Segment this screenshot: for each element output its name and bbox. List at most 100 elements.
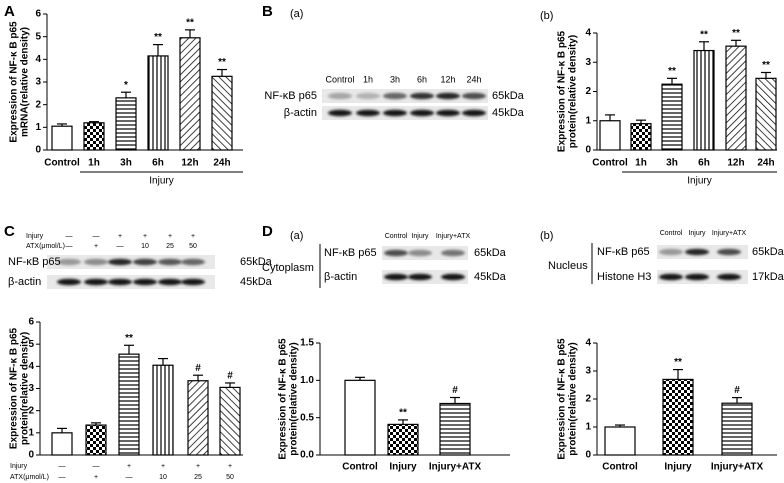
bar	[755, 77, 777, 151]
x-tick-label: Control	[342, 462, 378, 473]
blot-band	[717, 273, 741, 281]
blot-band	[133, 258, 157, 266]
blot-band	[384, 249, 408, 257]
y-tick-label: 3	[585, 57, 591, 68]
table-cell: +	[127, 463, 131, 470]
header-cell: —	[117, 243, 124, 250]
table-cell: 25	[194, 474, 202, 481]
x-tick-label: 3h	[666, 158, 678, 169]
significance-label: **	[218, 57, 226, 68]
size-label: 65kDa	[492, 90, 525, 102]
table-cell: —	[126, 474, 133, 481]
y-tick-label: 4	[585, 338, 591, 349]
blot-band	[685, 273, 709, 281]
x-tick-label: 6h	[698, 158, 710, 169]
bar	[661, 83, 683, 151]
header-cell: —	[93, 233, 100, 240]
lane-label: 6h	[417, 74, 427, 84]
blot-band	[158, 258, 182, 266]
header-cell: +	[118, 233, 122, 240]
lane-label: Injury+ATX	[436, 233, 471, 240]
bar	[387, 423, 419, 456]
y-tick-label: 4	[28, 361, 34, 372]
significance-label: **	[668, 66, 676, 77]
y-tick-label: 5	[35, 31, 41, 42]
table-cell: —	[59, 463, 66, 470]
bar	[147, 55, 169, 151]
subpanel-label: (b)	[540, 230, 553, 242]
blot-band	[462, 92, 486, 100]
header-cell: —	[66, 243, 73, 250]
protein-label: Histone H3	[597, 271, 651, 283]
significance-label: #	[227, 371, 233, 382]
lane-label: Control	[660, 230, 683, 237]
lane-label: 3h	[390, 74, 400, 84]
x-tick-label: 6h	[152, 158, 164, 169]
bar	[115, 97, 137, 151]
size-label: 45kDa	[474, 271, 507, 283]
x-tick-label: 12h	[727, 158, 744, 169]
significance-label: **	[674, 357, 682, 368]
blot-band	[57, 258, 81, 266]
size-label: 17kDa	[752, 271, 784, 283]
y-tick-label: 0	[585, 145, 591, 156]
blot-band	[356, 92, 380, 100]
x-tick-label: 1h	[88, 158, 100, 169]
compartment-label: Cytoplasm	[262, 262, 314, 274]
blot-band	[408, 273, 432, 281]
lane-label: Injury	[411, 233, 429, 240]
size-label: 45kDa	[240, 276, 273, 288]
blot-band	[84, 278, 108, 286]
x-tick-label: 3h	[120, 158, 132, 169]
y-axis-label: protein(relative density)	[20, 332, 31, 445]
y-tick-label: 2	[28, 405, 34, 416]
header-cell: +	[94, 243, 98, 250]
bar	[630, 123, 652, 151]
protein-label: NF-κB p65	[264, 90, 317, 102]
blot-band	[717, 248, 741, 256]
x-tick-label: Injury	[664, 462, 692, 473]
y-tick-label: 3	[585, 366, 591, 377]
blot-band	[108, 278, 132, 286]
subpanel-label: (b)	[540, 10, 553, 22]
protein-label: NF-κB p65	[597, 246, 650, 258]
blot-band	[383, 109, 407, 117]
x-tick-label: Injury	[389, 462, 417, 473]
y-axis-label: Expression of NF-κ B p65	[557, 30, 568, 152]
significance-label: **	[125, 333, 133, 344]
bar	[662, 378, 694, 456]
panel-label: A	[4, 3, 15, 20]
table-cell: +	[228, 463, 232, 470]
x-tick-label: 24h	[757, 158, 774, 169]
x-tick-label: Control	[602, 462, 638, 473]
bar	[118, 353, 140, 456]
header-cell: —	[66, 233, 73, 240]
blot-band	[384, 273, 408, 281]
lane-label: Injury+ATX	[712, 230, 747, 237]
table-cell: —	[59, 474, 66, 481]
y-tick-label: 0	[585, 450, 591, 461]
y-tick-label: 0.5	[300, 412, 314, 423]
significance-label: *	[124, 80, 128, 91]
y-tick-label: 1.5	[300, 338, 314, 349]
x-tick-label: Injury+ATX	[429, 462, 482, 473]
blot-band	[328, 92, 352, 100]
blot-band	[462, 109, 486, 117]
table-cell: +	[161, 463, 165, 470]
y-axis-label: protein(relative density)	[568, 342, 579, 455]
table-row-label: Injury	[10, 463, 28, 470]
group-label: Injury	[687, 176, 711, 187]
y-tick-label: 5	[28, 339, 34, 350]
y-tick-label: 1	[585, 422, 591, 433]
protein-label: NF-κB p65	[324, 247, 377, 259]
x-tick-label: 24h	[213, 158, 230, 169]
blot-band	[356, 109, 380, 117]
x-tick-label: 12h	[181, 158, 198, 169]
table-cell: —	[93, 463, 100, 470]
y-axis-label: Expression of NF-κ B p65	[9, 21, 20, 143]
blot-band	[659, 248, 683, 256]
blot-band	[328, 109, 352, 117]
bar	[599, 120, 621, 151]
bar	[179, 37, 201, 151]
